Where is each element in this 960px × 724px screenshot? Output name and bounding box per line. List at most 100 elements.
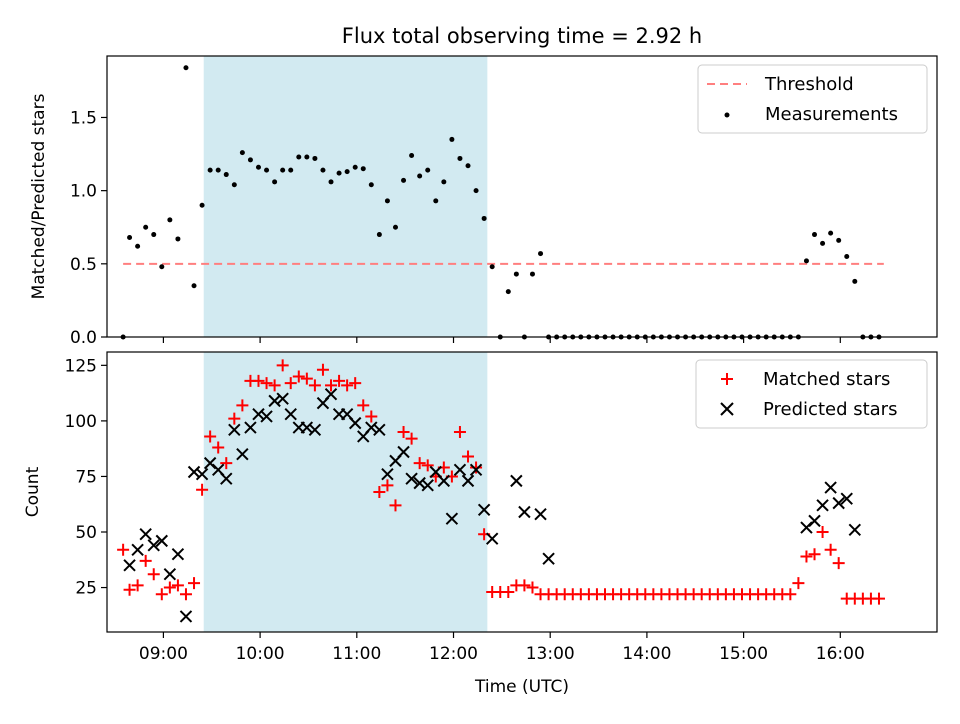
measurement-point [223,172,229,178]
predicted-star-marker [123,559,136,572]
measurement-point [465,163,471,169]
matched-star-marker [373,486,386,498]
x-tick-label: 12:00 [429,644,478,664]
predicted-star-marker [179,610,193,623]
predicted-star-marker [348,416,362,430]
matched-star-marker [389,499,402,512]
matched-star-marker [236,399,249,412]
predicted-star-marker [187,465,201,479]
measurement-point [280,167,286,173]
measurement-point [425,167,431,173]
matched-star-marker [123,583,136,596]
measurement-point [441,179,447,185]
measurement-point [296,154,302,160]
predicted-star-marker [131,543,144,556]
predicted-star-marker [808,514,821,528]
matched-star-marker [341,379,354,392]
matched-star-marker [163,581,176,594]
matched-star-marker [808,548,821,561]
measurement-point [191,283,197,289]
matched-star-marker [131,579,144,592]
legend-measurements-swatch [724,112,730,118]
measurement-point [417,173,423,179]
predicted-star-marker [373,423,386,436]
matched-star-marker [357,399,370,412]
measurement-point [489,264,495,270]
matched-stars-markers [117,359,885,605]
measurement-point [135,243,141,249]
predicted-star-marker [397,445,410,459]
matched-star-marker [155,588,168,601]
matched-star-marker [526,581,539,594]
measurement-point [449,136,455,142]
matched-star-marker [316,363,329,376]
matched-star-marker [470,461,483,474]
predicted-star-marker [155,534,169,548]
measurement-point [304,154,310,160]
matched-star-marker [284,377,297,390]
x-tick-label: 16:00 [816,644,865,664]
measurement-point [199,202,205,208]
matched-star-marker [139,554,152,567]
measurement-point [812,232,818,238]
predicted-star-marker [163,568,177,581]
predicted-star-marker [816,499,829,512]
x-tick-label: 13:00 [526,644,575,664]
measurement-point [401,177,407,183]
top-y-tick-label: 0.5 [70,255,97,275]
matched-star-marker [832,557,845,570]
matched-star-marker [413,457,426,470]
measurement-point [513,271,519,277]
legend-threshold-label: Threshold [764,74,854,95]
measurement-point [820,240,826,246]
top-axes-frame [106,55,938,338]
matched-star-marker [784,588,797,601]
measurement-point [336,170,342,176]
top-observing-span [203,56,488,337]
measurement-point [505,289,511,295]
matched-star-marker [381,479,394,492]
predicted-star-marker [260,410,273,423]
legend-predicted-label: Predicted stars [763,399,897,420]
predicted-star-marker [461,474,475,488]
matched-star-marker [816,526,829,538]
matched-star-marker [453,426,466,438]
bottom-observing-span [203,352,488,632]
predicted-star-marker [413,476,426,490]
measurement-point [360,166,366,172]
matched-star-marker [824,543,837,556]
chart-title: Flux total observing time = 2.92 h [342,24,702,48]
predicted-star-marker [147,539,160,552]
measurement-point [457,155,463,161]
bottom-y-tick-label: 25 [75,579,97,599]
matched-star-marker [349,377,362,390]
predicted-star-marker [445,512,459,525]
predicted-star-marker [228,423,241,436]
predicted-star-marker [220,472,233,485]
matched-star-marker [325,379,338,392]
bottom-panel: 25 50 75 100 125 09:00 10:00 11:00 12:00 13:00 14… [23,351,938,697]
x-tick-label: 14:00 [622,644,671,664]
top-x-ticks [162,337,841,343]
predicted-star-marker [542,552,555,565]
legend-matched-swatch [721,373,733,385]
measurement-point [481,215,487,221]
matched-star-marker [276,359,289,372]
matched-star-marker [147,568,160,581]
matched-star-marker [792,577,805,590]
predicted-star-marker [308,423,322,436]
matched-star-marker [308,379,321,392]
measurement-point [844,254,850,260]
x-tick-label: 10:00 [236,644,285,664]
predicted-star-marker [139,528,152,541]
bottom-legend-box [695,359,928,429]
matched-star-marker [260,377,273,390]
bottom-y-tick-label: 75 [75,467,97,487]
measurement-point [183,65,189,71]
predicted-star-marker [469,463,483,476]
bottom-axes-frame [106,351,938,633]
measurement-point [231,182,237,188]
measurement-point [352,164,358,170]
